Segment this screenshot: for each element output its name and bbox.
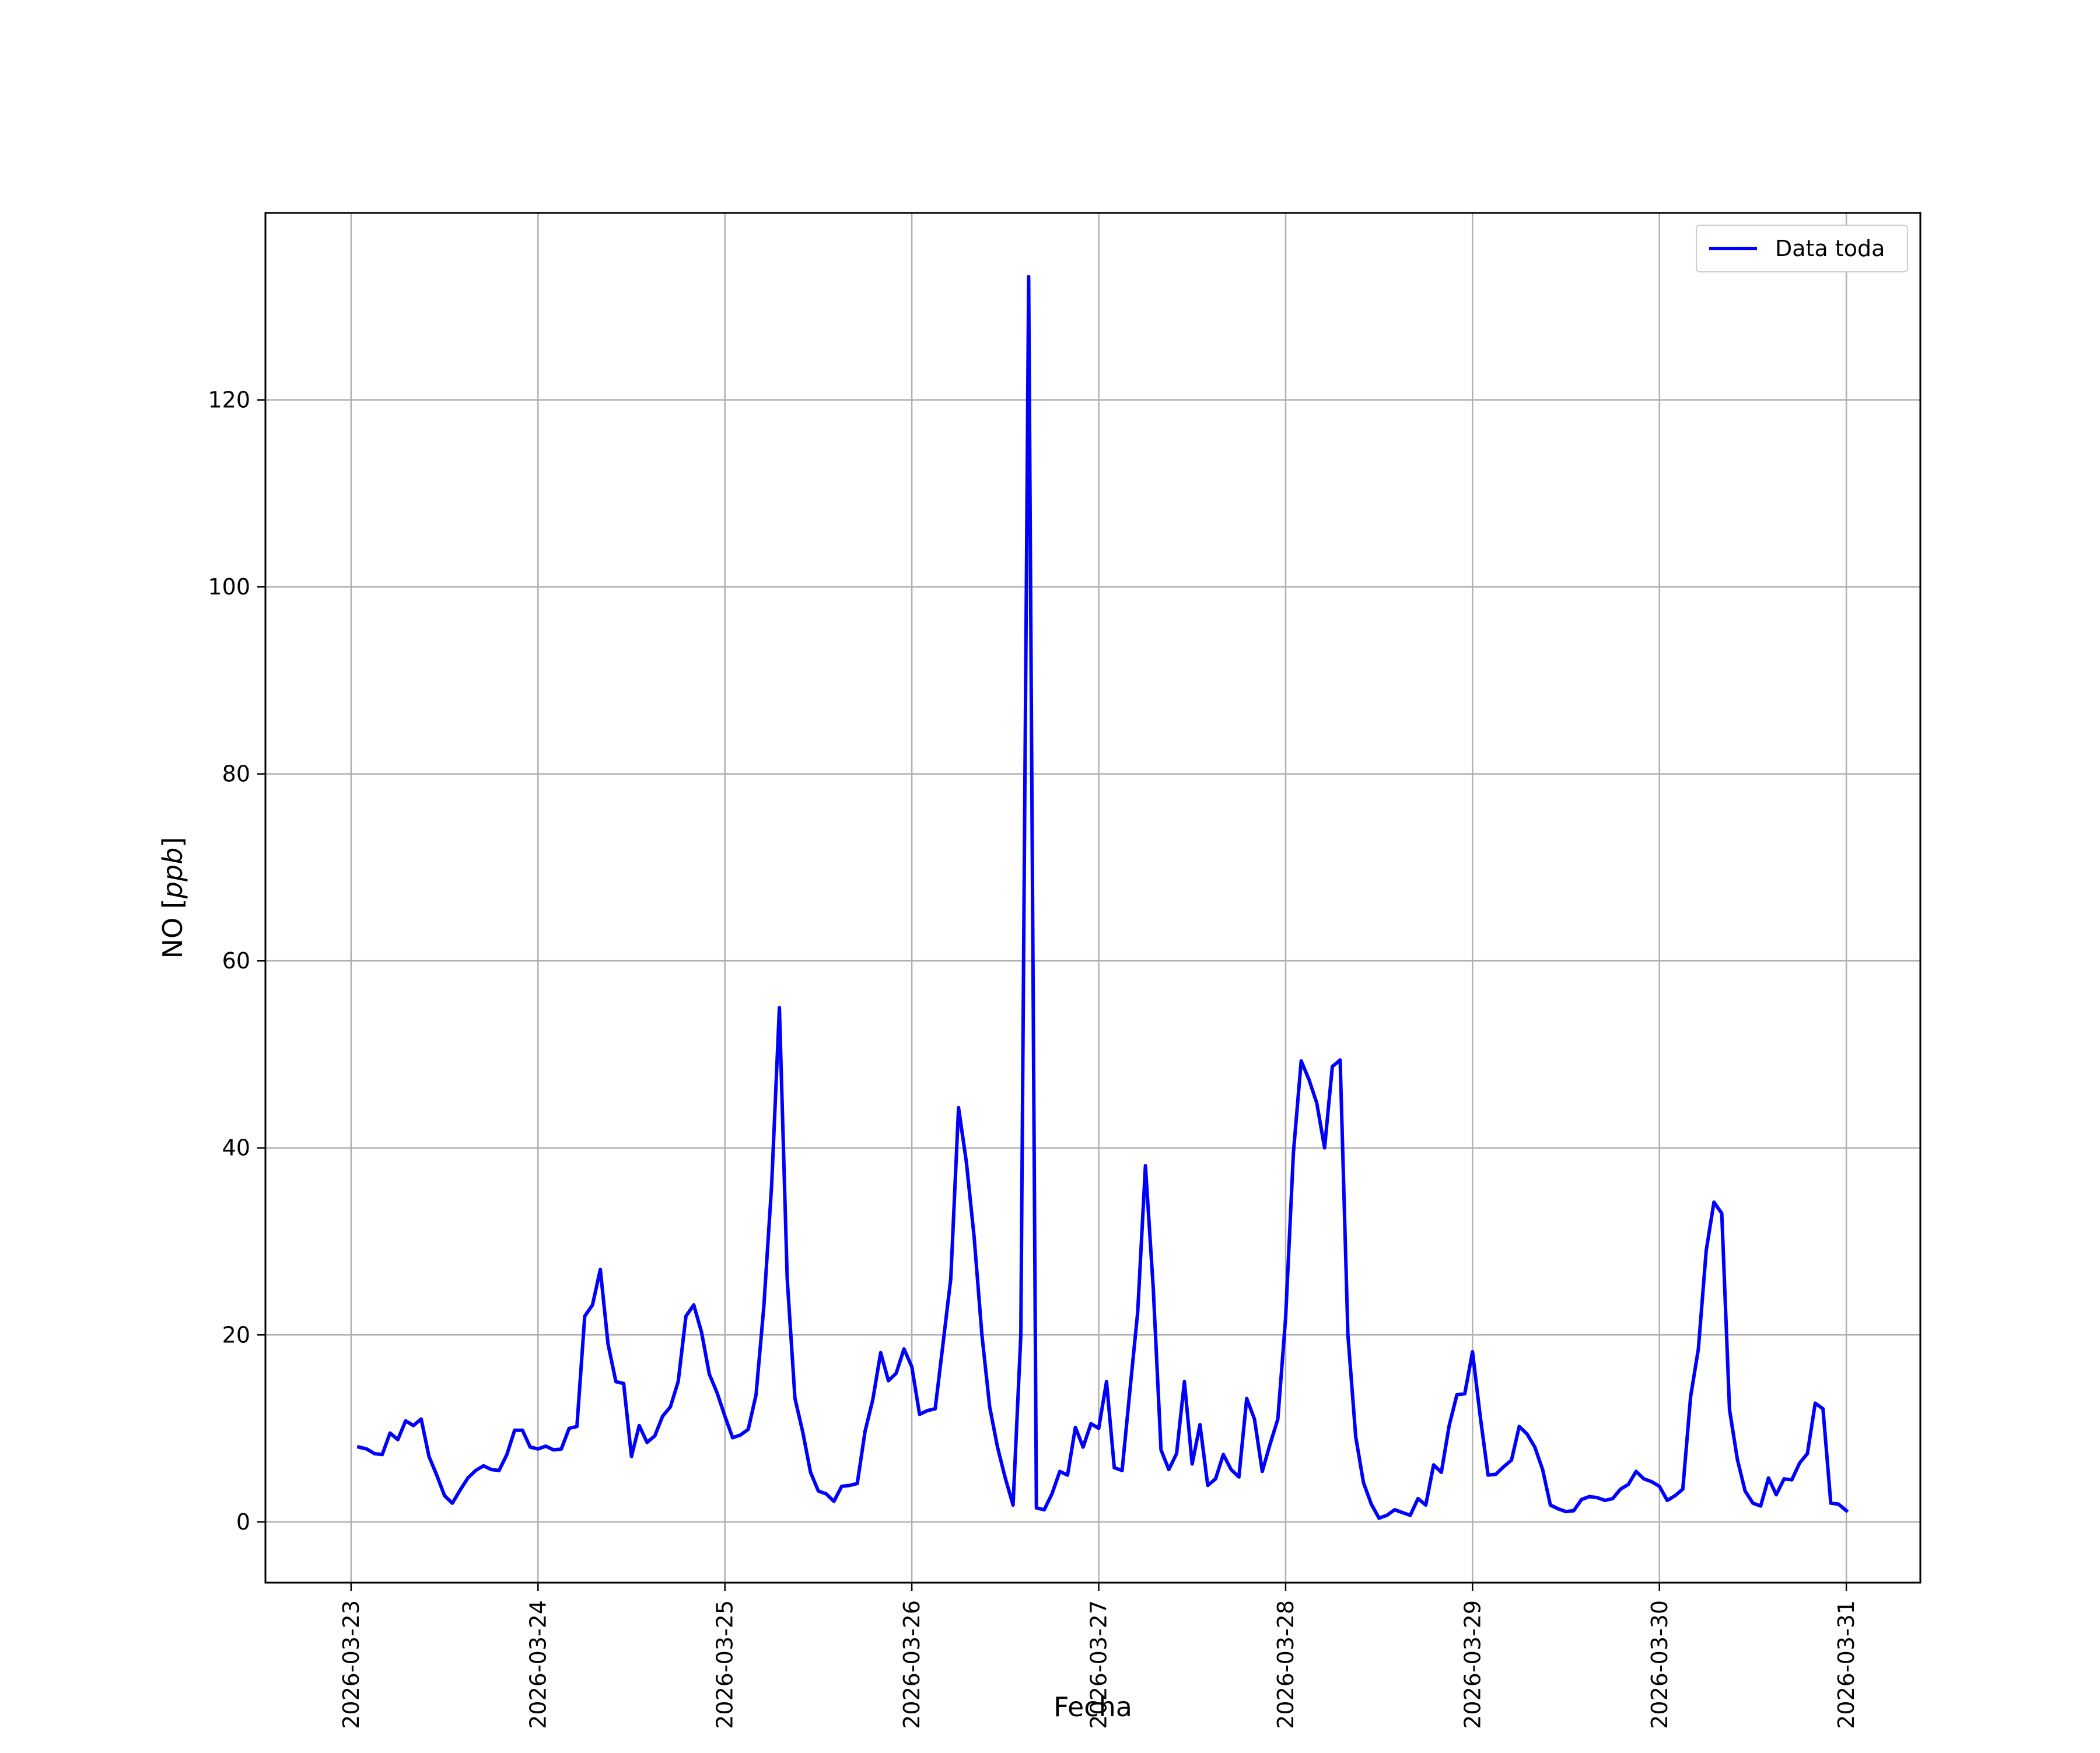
x-tick-label: 2026-03-25 <box>712 1600 738 1729</box>
x-tick-label: 2026-03-30 <box>1647 1600 1672 1729</box>
x-axis-title: Fecha <box>1054 1691 1132 1723</box>
y-tick-label: 20 <box>222 1322 250 1348</box>
y-tick-label: 60 <box>222 948 250 974</box>
series-line <box>359 277 1846 1518</box>
x-tick-label: 2026-03-29 <box>1460 1600 1485 1729</box>
x-tick-label: 2026-03-26 <box>899 1600 925 1729</box>
series-layer <box>359 277 1846 1518</box>
y-axis-title-unit: ppb <box>157 848 188 900</box>
x-tick-label: 2026-03-31 <box>1833 1600 1859 1729</box>
y-tick-label: 40 <box>222 1135 250 1161</box>
y-tick-label: 100 <box>208 574 250 600</box>
x-tick-label: 2026-03-28 <box>1273 1600 1298 1729</box>
y-axis-title-suffix: ] <box>157 837 188 848</box>
legend: Data toda <box>1696 225 1908 272</box>
y-axis-ticks: 0 20 40 60 80 100 120 <box>208 387 265 1535</box>
y-axis-title: NO [ppb] <box>157 837 188 959</box>
plot-area-frame <box>265 213 1920 1583</box>
grid-lines <box>265 213 1920 1583</box>
x-tick-label: 2026-03-24 <box>525 1600 551 1729</box>
y-tick-label: 0 <box>236 1509 250 1535</box>
x-tick-label: 2026-03-23 <box>338 1600 364 1729</box>
y-axis-title-prefix: NO [ <box>157 898 188 958</box>
legend-label: Data toda <box>1775 236 1885 261</box>
y-tick-label: 120 <box>208 387 250 413</box>
y-tick-label: 80 <box>222 761 250 787</box>
